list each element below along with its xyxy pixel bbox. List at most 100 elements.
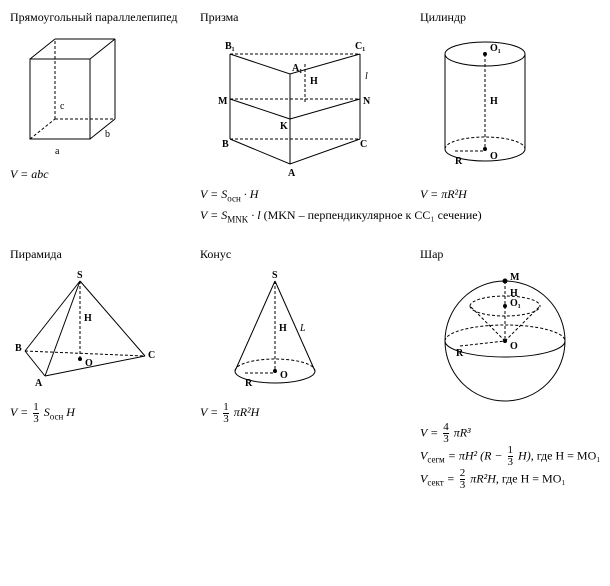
pyramid-label-C: C [148,350,155,361]
prism-label-A1: A₁ [292,63,302,74]
sphere-figure: M O₁ H O R [420,266,590,416]
cylinder-label-O1: O₁ [490,43,501,54]
prism-f1-lhs: V = S [200,187,227,201]
cone-formulas: V = 13 πR²H [200,402,410,425]
cone-label-O: O [280,370,288,381]
cone-label-H: H [279,323,287,334]
pyramid-figure: S B A C O H [10,266,160,396]
prism-f2-lhs: V = S [200,208,227,222]
sphere-label-M: M [510,272,520,283]
pyramid-label-O: O [85,358,93,369]
sphere-title: Шар [420,247,610,262]
s-f3-sub: сект [427,477,443,487]
frac-n: 1 [223,402,229,413]
cylinder-label-O: O [490,151,498,162]
prism-label-B1: B₁ [225,41,235,52]
prism-cell: Призма B₁ C₁ A₁ [200,10,410,227]
prism-label-M: M [218,96,228,107]
sphere-formula-3: Vсект = 23 πR²H, где H = MO₁ [420,468,610,491]
frac-d: 3 [223,413,229,425]
prism-label-A: A [288,168,296,179]
frac-d: 3 [460,479,466,491]
prism-formula-2: V = SMNK · l (MKN – перпендикулярное к C… [200,206,410,227]
prism-title: Призма [200,10,410,25]
cylinder-label-H: H [490,96,498,107]
cylinder-title: Цилиндр [420,10,610,25]
cuboid-title: Прямоугольный параллелепипед [10,10,190,25]
prism-figure: B₁ C₁ A₁ M N K H l B C A [200,29,380,179]
cuboid-formula: V = abc [10,167,49,181]
fraction: 13 [33,402,39,425]
pyramid-label-H: H [84,313,92,324]
cone-label-R: R [245,378,253,389]
frac-n: 2 [460,468,466,479]
cuboid-cell: Прямоугольный параллелепипед a b c V = a… [10,10,190,227]
sphere-cell: Шар M O₁ H [420,247,610,491]
pyramid-label-A: A [35,378,43,389]
s-f1-rhs: πR³ [451,425,471,439]
sphere-formulas: V = 43 πR³ Vсегм = πH² (R − 13 H), где H… [420,422,610,491]
prism-label-B: B [222,139,229,150]
prism-label-H: H [310,76,318,87]
pyramid-formula: V = 13 Sосн H [10,405,75,419]
frac-d: 3 [508,456,514,468]
sphere-label-R: R [456,348,464,359]
prism-f2-sub: MNK [227,214,248,224]
sphere-formula-2: Vсегм = πH² (R − 13 H), где H = MO₁ [420,445,610,468]
prism-label-K: K [280,121,288,132]
frac-n: 4 [443,422,449,433]
sphere-label-O: O [510,341,518,352]
pyramid-f-lhs: V = [10,405,31,419]
cylinder-formula: V = πR²H [420,187,467,201]
prism-label-C: C [360,139,367,150]
cuboid-figure: a b c [10,29,130,159]
pyramid-cell: Пирамида S B A C O H V = 13 Sосн H [10,247,190,491]
pyramid-formulas: V = 13 Sосн H [10,402,190,425]
cylinder-label-R: R [455,156,463,167]
s-f2-pb: H) [515,448,531,462]
sphere-formula-1: V = 43 πR³ [420,422,610,445]
cone-figure: S O R H L [200,266,350,396]
s-f2-eq: = πH² [445,448,480,462]
cone-title: Конус [200,247,410,262]
prism-f1-rhs: · H [241,187,259,201]
cone-label-S: S [272,270,278,281]
s-f2-note: , где H = MO₁ [531,448,601,462]
cuboid-label-a: a [55,146,60,157]
frac-d: 3 [33,413,39,425]
frac-d: 3 [443,433,449,445]
s-f3-eq: = [444,471,458,485]
cylinder-cell: Цилиндр O₁ O R H V = πR²H [420,10,610,227]
s-f3-note: , где H = MO₁ [496,471,566,485]
prism-label-l: l [365,71,368,82]
frac-n: 1 [508,445,514,456]
fraction: 13 [223,402,229,425]
prism-label-C1: C₁ [355,41,365,52]
s-f2-pa: (R − [480,448,505,462]
cone-f-rhs: πR²H [231,405,260,419]
s-f2-sub: сегм [427,454,444,464]
cone-f-lhs: V = [200,405,221,419]
pyramid-f-sub: осн [50,411,64,421]
sphere-label-O1: O₁ [510,298,521,309]
shapes-grid: Прямоугольный параллелепипед a b c V = a… [10,10,600,491]
pyramid-f-rhsa: S [41,405,50,419]
prism-formulas: V = Sосн · H V = SMNK · l (MKN – перпенд… [200,185,410,227]
cylinder-figure: O₁ O R H [420,29,550,179]
cuboid-label-b: b [105,129,110,140]
cuboid-label-c: c [60,101,65,112]
cone-formula: V = 13 πR²H [200,405,259,419]
cuboid-formulas: V = abc [10,165,190,183]
prism-f1-sub: осн [227,193,241,203]
cone-label-l: L [299,323,306,334]
sphere-label-H: H [510,288,518,299]
pyramid-label-B: B [15,343,22,354]
cone-cell: Конус S O R H L V = 13 πR²H [200,247,410,491]
cylinder-formulas: V = πR²H [420,185,610,203]
fraction: 13 [508,445,514,468]
pyramid-title: Пирамида [10,247,190,262]
prism-formula-1: V = Sосн · H [200,185,410,206]
s-f1-lhs: V = [420,425,441,439]
s-f3-rhs: πR²H [467,471,496,485]
fraction: 23 [460,468,466,491]
